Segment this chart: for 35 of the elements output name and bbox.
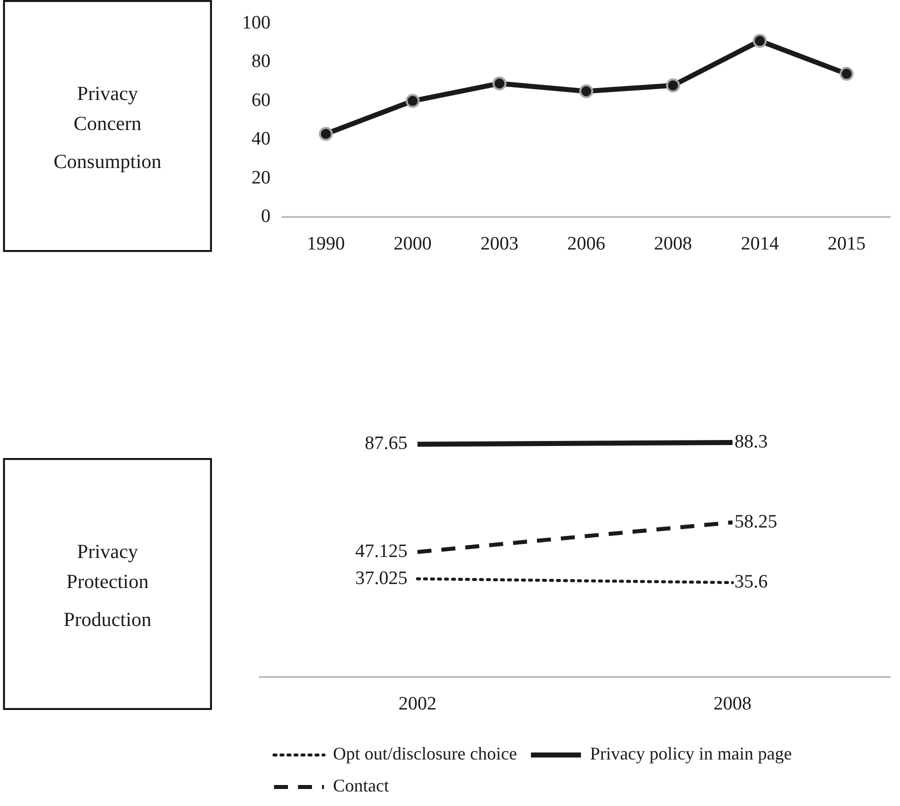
text: Privacy Protection — [65, 540, 150, 594]
data-label: 88.3 — [734, 432, 768, 453]
x-tick-label: 2003 — [480, 234, 518, 255]
x-tick-label: 2008 — [654, 234, 692, 255]
point — [492, 76, 506, 90]
data-label: 87.65 — [364, 433, 408, 454]
x-tick-label: 2014 — [740, 234, 780, 255]
x-tick-label: 2002 — [398, 694, 436, 715]
text: Privacy Concern — [72, 82, 142, 136]
legend-label: Privacy policy in main page — [590, 744, 792, 764]
legend-label: Opt out/disclosure choice — [333, 744, 517, 764]
data-label: 37.025 — [355, 568, 408, 589]
legend-label: Contact — [333, 776, 389, 796]
data-label: 58.25 — [734, 511, 778, 532]
y-tick-label: 20 — [252, 167, 270, 188]
x-tick-label: 2006 — [567, 234, 606, 255]
x-tick-label: 2008 — [714, 694, 752, 715]
point — [579, 84, 594, 98]
x-tick-label: 2015 — [828, 234, 866, 255]
y-tick-label: 80 — [252, 51, 270, 72]
y-tick-label: 0 — [261, 206, 270, 228]
y-tick-label: 100 — [242, 12, 270, 34]
text: Consumption — [54, 150, 162, 174]
data-label: 47.125 — [355, 540, 408, 562]
y-tick-label: 60 — [252, 90, 270, 111]
x-tick-label: 2000 — [394, 234, 432, 255]
point — [406, 94, 420, 108]
point — [318, 126, 333, 141]
point — [840, 66, 854, 81]
x-tick-label: 1990 — [306, 234, 345, 255]
data-label: 35.6 — [734, 572, 768, 593]
point — [752, 34, 767, 48]
text: Production — [64, 608, 152, 632]
point — [666, 78, 680, 92]
y-tick-label: 40 — [252, 128, 270, 150]
